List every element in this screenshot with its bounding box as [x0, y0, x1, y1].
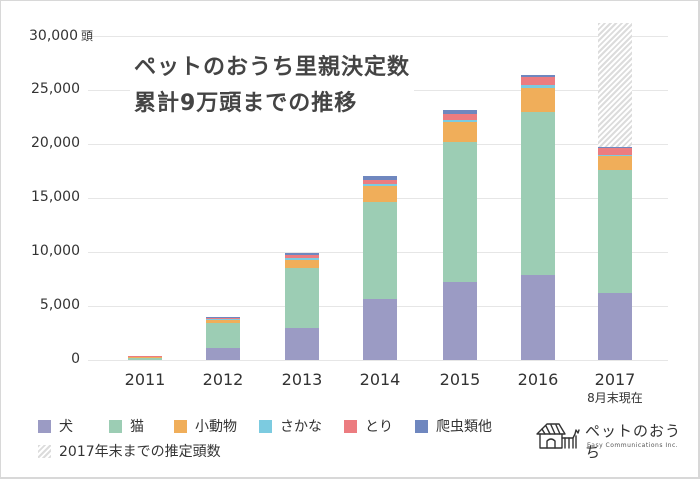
bar-segment	[443, 109, 477, 114]
legend-item: 爬虫類他	[415, 416, 492, 436]
bar-segment	[521, 77, 555, 86]
gridline	[88, 360, 668, 361]
legend-label: 小動物	[195, 419, 237, 435]
y-tick-label: 10,000	[31, 243, 80, 259]
x-tick-label: 2013	[281, 370, 323, 389]
legend-swatch-icon	[259, 419, 272, 433]
bar-2013	[285, 0, 319, 360]
bar-segment	[206, 322, 240, 348]
bar-segment	[363, 298, 397, 360]
legend-swatch-icon	[109, 419, 122, 433]
bar-segment	[206, 318, 240, 323]
legend-label: 犬	[59, 419, 73, 435]
legend-label: 猫	[130, 419, 144, 435]
bar-segment	[363, 201, 397, 299]
bar-segment	[521, 85, 555, 88]
legend-label: 爬虫類他	[436, 419, 492, 435]
bar-2015	[443, 0, 477, 360]
legend-swatch-icon	[344, 419, 357, 433]
bar-segment	[206, 317, 240, 318]
legend-item: とり	[344, 416, 393, 436]
hatch-swatch-icon	[38, 444, 51, 458]
bar-segment	[521, 111, 555, 275]
bar-segment	[598, 293, 632, 360]
y-tick-label: 30,000 頭	[29, 28, 94, 44]
y-tick-label: 15,000	[31, 189, 80, 205]
bar-segment	[285, 253, 319, 256]
legend-item: さかな	[259, 416, 322, 436]
bar-segment	[363, 185, 397, 202]
doghouse-cat-icon	[536, 423, 580, 449]
chart-title: ペットのおうち里親決定数 累計9万頭までの推移	[130, 50, 415, 122]
legend-item: 犬	[38, 416, 73, 436]
legend-swatch-icon	[415, 419, 428, 433]
gridline	[88, 36, 668, 37]
bar-segment	[521, 275, 555, 360]
bar-segment	[521, 74, 555, 78]
bar-segment	[598, 23, 632, 148]
bar-segment	[598, 148, 632, 155]
y-tick-label: 20,000	[31, 135, 80, 151]
bar-2016	[521, 0, 555, 360]
x-tick-label: 2011	[124, 370, 166, 389]
x-tick-label: 2015	[439, 370, 481, 389]
bar-segment	[285, 268, 319, 328]
x-tick-label: 2012	[202, 370, 244, 389]
bar-segment	[598, 170, 632, 294]
bar-segment	[285, 255, 319, 259]
bar-segment	[285, 327, 319, 360]
x-tick-label: 2017	[594, 370, 636, 389]
bar-segment	[285, 258, 319, 261]
legend-swatch-icon	[38, 419, 51, 433]
legend-estimate-label: 2017年末までの推定頭数	[59, 444, 221, 460]
bar-2012	[206, 0, 240, 360]
bar-segment	[598, 154, 632, 156]
brand-logo: ペットのおうち Easy Communications Inc.	[535, 420, 685, 461]
bar-segment	[443, 113, 477, 120]
bar-segment	[443, 122, 477, 142]
bar-2017	[598, 0, 632, 360]
legend: 犬 猫 小動物 さかな とり 爬虫類他	[38, 416, 514, 436]
bar-segment	[598, 155, 632, 171]
bar-2011	[128, 0, 162, 360]
bar-segment	[285, 260, 319, 269]
legend-estimate: 2017年末までの推定頭数	[38, 441, 221, 461]
gridline	[88, 144, 668, 145]
title-line-1: ペットのおうち里親決定数	[134, 55, 411, 80]
y-tick-label: 0	[71, 351, 80, 367]
bar-segment	[443, 120, 477, 123]
x-tick-label: 2016	[517, 370, 559, 389]
legend-item: 小動物	[174, 416, 237, 436]
legend-item: 猫	[109, 416, 144, 436]
y-tick-label: 5,000	[39, 297, 80, 313]
x-tick-label: 2014	[359, 370, 401, 389]
logo-company: Easy Communications Inc.	[587, 442, 679, 449]
x-tick-sublabel: 8月末現在	[587, 391, 643, 405]
bar-segment	[363, 179, 397, 185]
legend-label: とり	[365, 419, 393, 435]
logo-name: ペットのおうち	[585, 422, 682, 461]
bar-segment	[521, 87, 555, 112]
bar-segment	[443, 141, 477, 282]
bar-segment	[128, 358, 162, 360]
bar-segment	[206, 317, 240, 319]
bar-segment	[598, 147, 632, 149]
y-tick-label: 25,000	[31, 81, 80, 97]
bar-segment	[363, 184, 397, 186]
bar-segment	[128, 356, 162, 359]
bar-2014	[363, 0, 397, 360]
bar-segment	[206, 347, 240, 360]
bar-segment	[443, 282, 477, 360]
title-line-2: 累計9万頭までの推移	[134, 91, 358, 116]
legend-swatch-icon	[174, 419, 187, 433]
bar-segment	[363, 175, 397, 180]
legend-label: さかな	[280, 419, 322, 435]
